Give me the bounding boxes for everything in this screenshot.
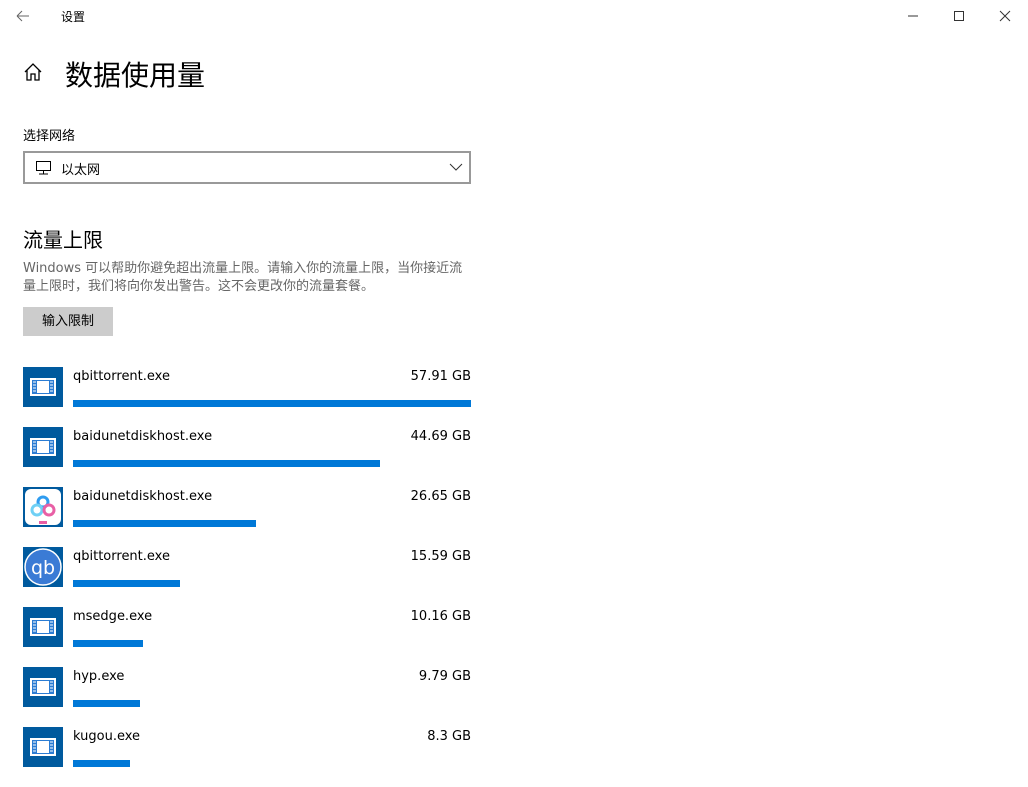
settings-window: 设置 数据使用量 选择网络 以太网 流量上限 Windows 可以帮助你避免超出… [16,10,1011,767]
usage-bar [73,400,471,407]
app-icon [23,487,63,527]
app-name: baidunetdiskhost.exe [73,489,213,504]
app-usage: 26.65 GB [410,489,471,504]
app-name: baidunetdiskhost.exe [73,429,213,444]
app-row[interactable]: msedge.exe 10.16 GB [23,607,471,667]
chevron [449,163,463,171]
usage-bar [73,520,257,527]
app-row[interactable]: kugou.exe 8.3 GB [23,727,471,787]
network-label: 选择网络 [23,129,76,144]
app-icon [23,367,63,407]
app-name: msedge.exe [73,609,153,624]
app-icon: qb [23,547,63,587]
back-button[interactable] [16,10,29,22]
limit-button[interactable]: 输入限制 [23,307,113,336]
app-icon [23,667,63,707]
usage-bar [73,460,381,467]
app-icon [23,727,63,767]
app-name: kugou.exe [73,729,141,744]
maximize-button[interactable] [954,11,964,21]
page-title: 数据使用量 [65,59,206,92]
description: Windows 可以帮助你避免超出流量上限。请输入你的流量上限，当你接近流量上限… [23,261,463,294]
app-name: hyp.exe [73,669,125,684]
network-dropdown[interactable]: 以太网 [23,151,471,184]
section-title: 流量上限 [23,228,103,252]
close-button[interactable] [999,10,1011,22]
ethernet-icon [36,161,51,175]
title-bar-icons [16,10,1011,22]
app-row[interactable]: qb qbittorrent.exe 15.59 GB [23,547,471,607]
app-usage: 57.91 GB [410,369,471,384]
app-name: qbittorrent.exe [73,369,170,384]
app-row[interactable]: hyp.exe 9.79 GB [23,667,471,727]
usage-bar [73,640,143,647]
usage-bar [73,580,181,587]
app-usage: 44.69 GB [410,429,471,444]
app-row[interactable]: qbittorrent.exe 57.91 GB [23,367,471,427]
app-row[interactable]: baidunetdiskhost.exe 26.65 GB [23,487,471,547]
app-usage: 9.79 GB [418,669,471,684]
app-usage: 15.59 GB [410,549,471,564]
app-icon [23,607,63,647]
app-icon [23,427,63,467]
usage-bar [73,760,131,767]
home-icon[interactable] [23,62,43,82]
usage-bar [73,700,141,707]
window-title: 设置 [61,10,86,24]
network-selected: 以太网 [61,163,101,178]
app-name: qbittorrent.exe [73,549,170,564]
app-usage: 8.3 GB [427,729,471,744]
app-row[interactable]: baidunetdiskhost.exe 44.69 GB [23,427,471,487]
icon-text: qb [31,557,55,579]
app-usage: 10.16 GB [410,609,471,624]
